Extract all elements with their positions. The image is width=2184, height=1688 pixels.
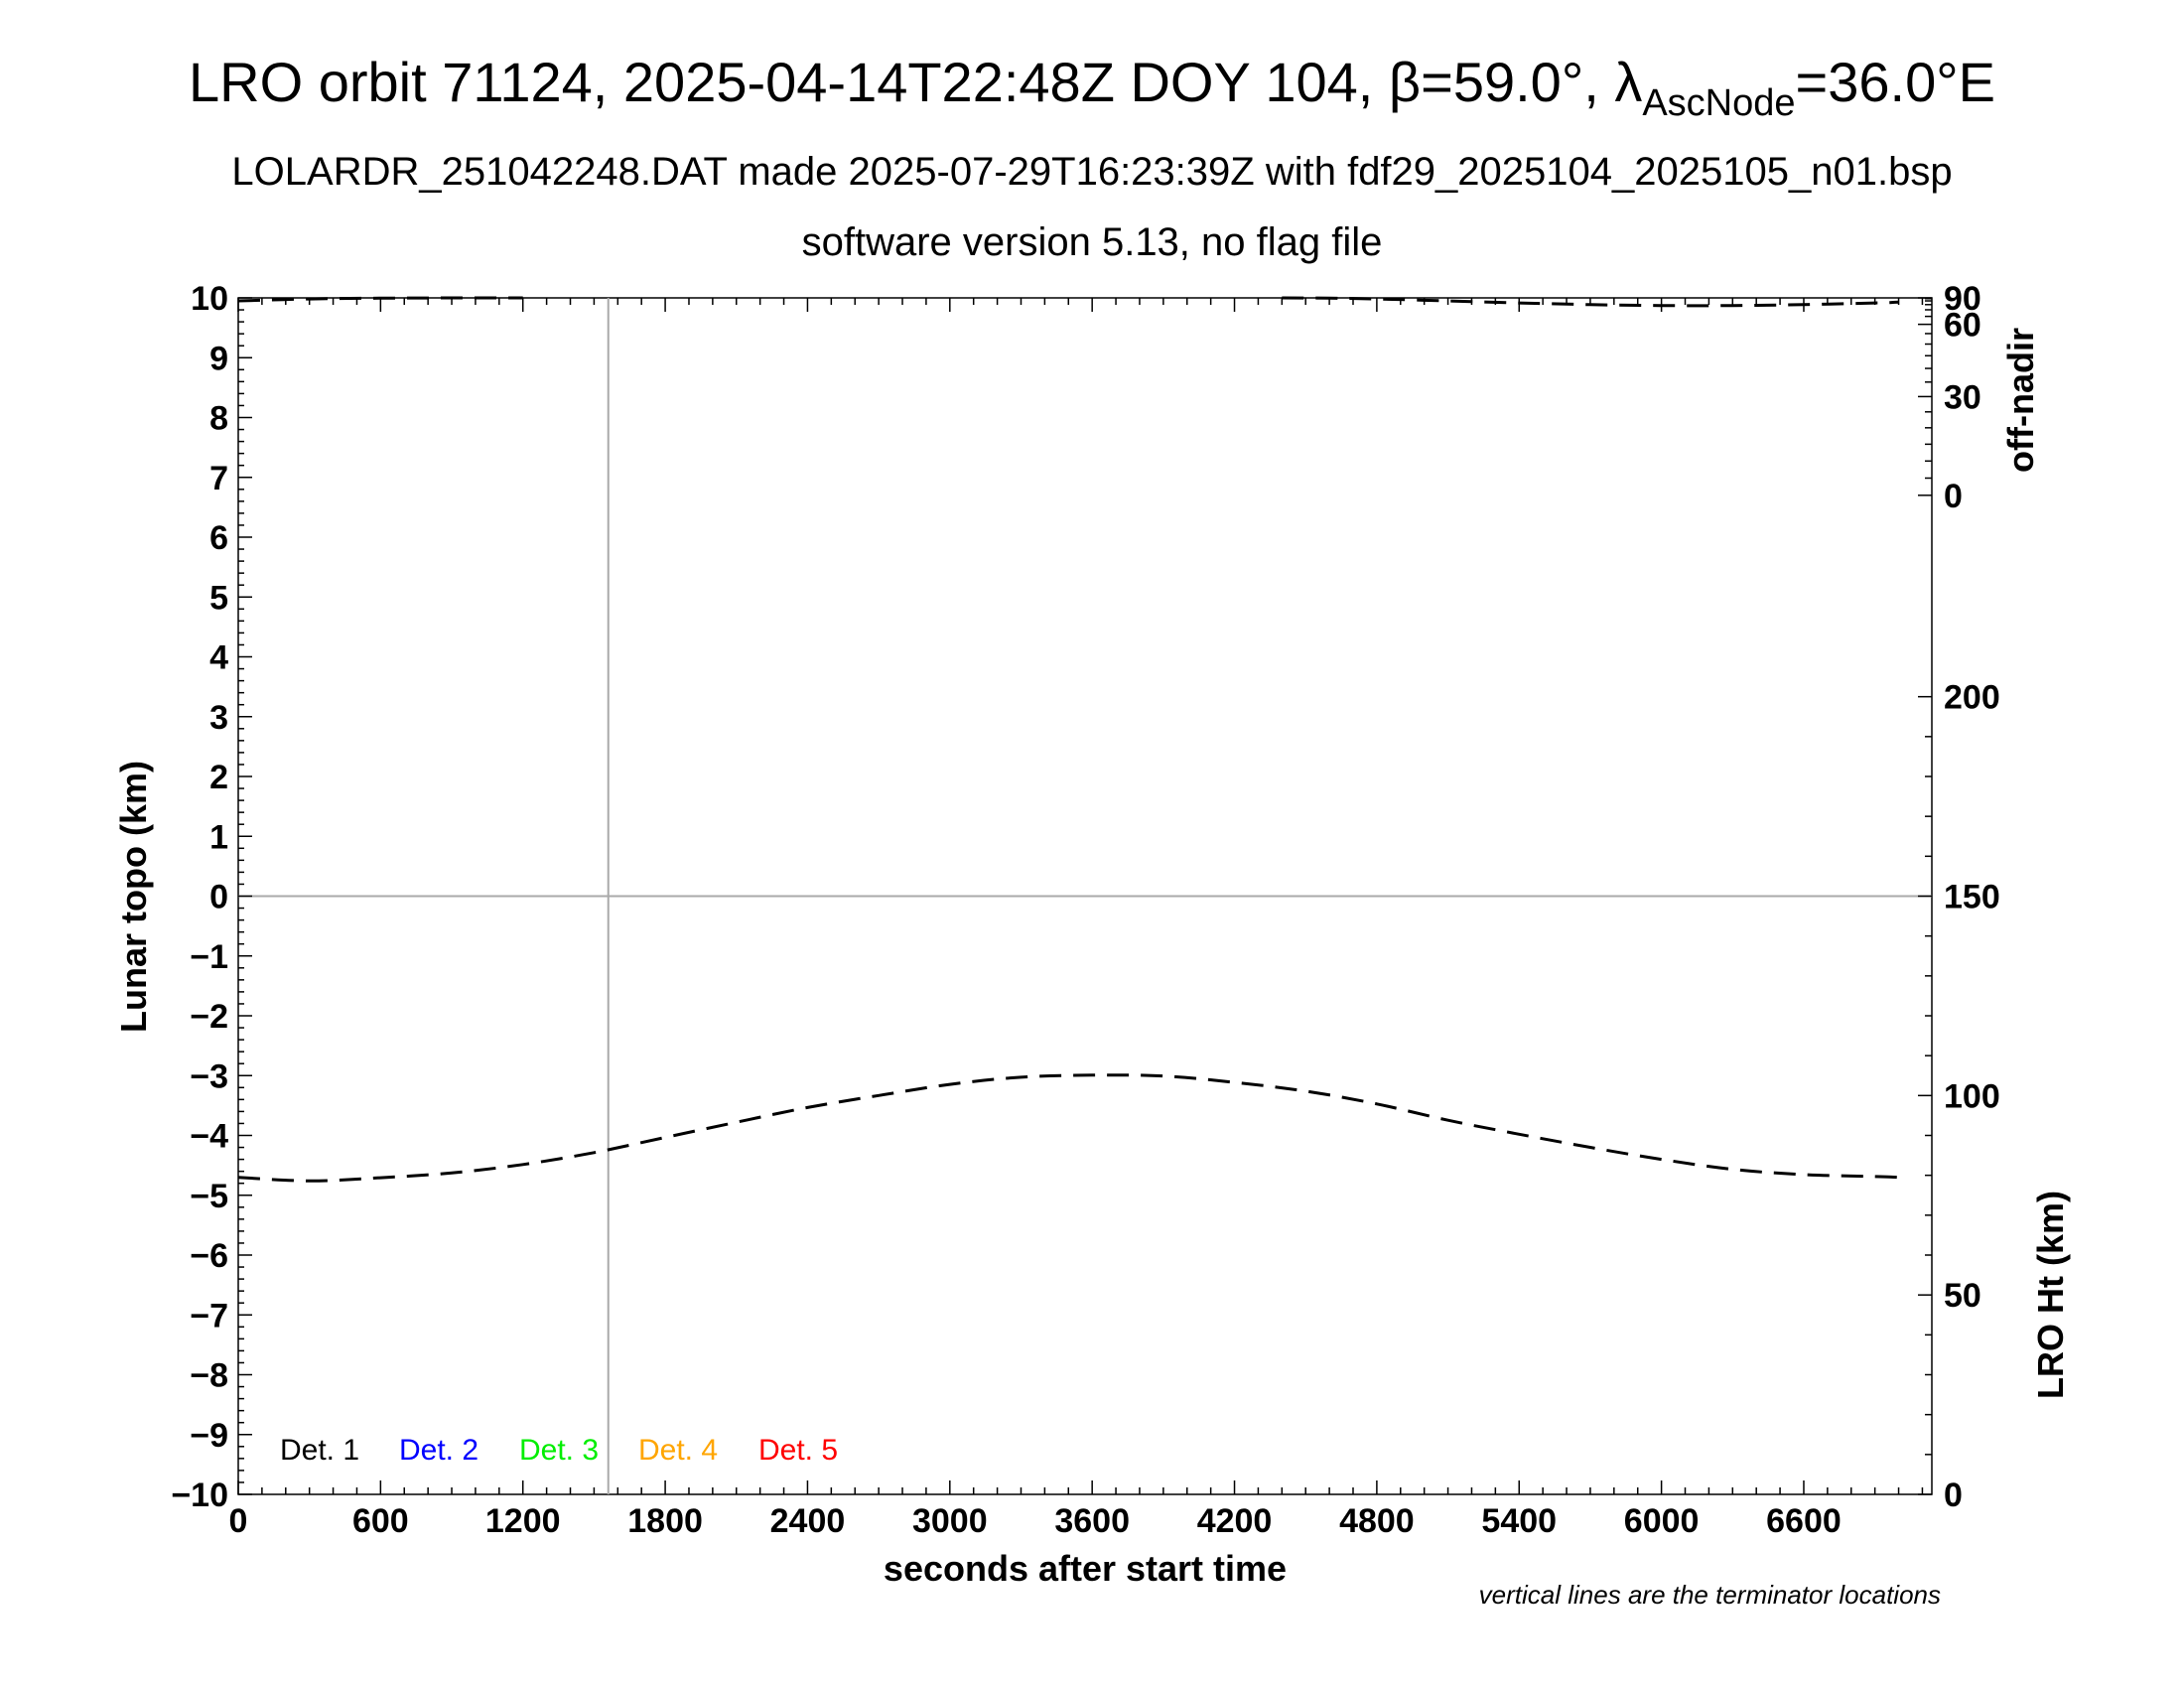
- legend-item-det-1: Det. 1: [280, 1434, 359, 1467]
- y-tick-label: −7: [190, 1297, 228, 1335]
- y-tick-label: −4: [190, 1118, 228, 1156]
- off-nadir-series-segment-1: [1282, 296, 1899, 308]
- off-nadir-tick-label: 30: [1944, 378, 1981, 416]
- off-nadir-tick-label: 60: [1944, 307, 1981, 345]
- y-tick-label: 8: [209, 400, 228, 438]
- x-tick-label: 1800: [627, 1502, 703, 1540]
- lro-height-series: [237, 1073, 1899, 1183]
- y-tick-label: −9: [190, 1417, 228, 1455]
- chart-title: LRO orbit 71124, 2025-04-14T22:48Z DOY 1…: [189, 51, 1995, 124]
- data-series: [237, 296, 1899, 1183]
- y-tick-label: −8: [190, 1357, 228, 1395]
- y-tick-label: 10: [191, 280, 228, 318]
- x-tick-label: 2400: [770, 1502, 846, 1540]
- y-tick-label: −5: [190, 1178, 228, 1215]
- y-axis-label: Lunar topo (km): [113, 761, 154, 1033]
- off-nadir-tick-label: 90: [1944, 280, 1981, 318]
- chart-title-tail: =36.0°E: [1796, 51, 1995, 113]
- y-tick-label: 9: [209, 340, 228, 377]
- x-tick-label: 6000: [1624, 1502, 1700, 1540]
- chart-title-main: LRO orbit 71124, 2025-04-14T22:48Z DOY 1…: [189, 51, 1642, 113]
- height-tick-label: 150: [1944, 879, 2000, 916]
- reference-lines: [238, 298, 1932, 1494]
- x-tick-label: 4800: [1339, 1502, 1415, 1540]
- y-tick-label: −3: [190, 1057, 228, 1095]
- y-tick-label: 5: [209, 579, 228, 617]
- height-tick-label: 0: [1944, 1477, 1963, 1514]
- y-tick-label: 2: [209, 759, 228, 796]
- off-nadir-series-segment-0: [237, 296, 523, 303]
- y-tick-label: 6: [209, 519, 228, 557]
- y-tick-label: −6: [190, 1237, 228, 1275]
- y-tick-label: 4: [209, 639, 228, 677]
- x-tick-label: 0: [229, 1502, 248, 1540]
- y-tick-label: −1: [190, 938, 228, 976]
- y-tick-label: −10: [171, 1477, 228, 1514]
- x-tick-label: 3000: [912, 1502, 988, 1540]
- height-tick-label: 200: [1944, 679, 2000, 717]
- y-tick-label: 1: [209, 818, 228, 856]
- legend-item-det-5: Det. 5: [758, 1434, 838, 1467]
- x-tick-label: 3600: [1054, 1502, 1130, 1540]
- footnote: vertical lines are the terminator locati…: [1479, 1580, 1941, 1610]
- y-tick-label: 3: [209, 699, 228, 737]
- legend-item-det-4: Det. 4: [638, 1434, 718, 1467]
- x-axis: 0 600 1200 1800 2400 3000 3600 4200 4800 5400 6000…: [229, 298, 1924, 1540]
- x-axis-label: seconds after start time: [884, 1548, 1287, 1589]
- y-tick-label: 7: [209, 460, 228, 497]
- x-tick-label: 600: [352, 1502, 409, 1540]
- x-tick-label: 5400: [1481, 1502, 1557, 1540]
- y-tick-label: −2: [190, 998, 228, 1036]
- legend: Det. 1 Det. 2 Det. 3 Det. 4 Det. 5: [280, 1434, 838, 1467]
- chart-title-subscript: AscNode: [1642, 82, 1795, 124]
- legend-item-det-3: Det. 3: [519, 1434, 599, 1467]
- x-tick-label: 1200: [485, 1502, 561, 1540]
- off-nadir-tick-label: 0: [1944, 478, 1963, 515]
- height-tick-label: 50: [1944, 1277, 1981, 1315]
- y-tick-label: 0: [209, 879, 228, 916]
- y-axis-right-height: 200 150 100 50 0: [1918, 679, 2000, 1514]
- chart-subtitle-file: LOLARDR_251042248.DAT made 2025-07-29T16…: [231, 150, 1952, 194]
- x-tick-label: 6600: [1766, 1502, 1842, 1540]
- x-tick-label: 4200: [1197, 1502, 1273, 1540]
- y2-axis-label-height: LRO Ht (km): [2030, 1191, 2071, 1399]
- height-tick-label: 100: [1944, 1077, 2000, 1115]
- chart-subtitle-version: software version 5.13, no flag file: [802, 220, 1383, 264]
- legend-item-det-2: Det. 2: [399, 1434, 478, 1467]
- y2-axis-label-off-nadir: off-nadir: [2000, 328, 2041, 473]
